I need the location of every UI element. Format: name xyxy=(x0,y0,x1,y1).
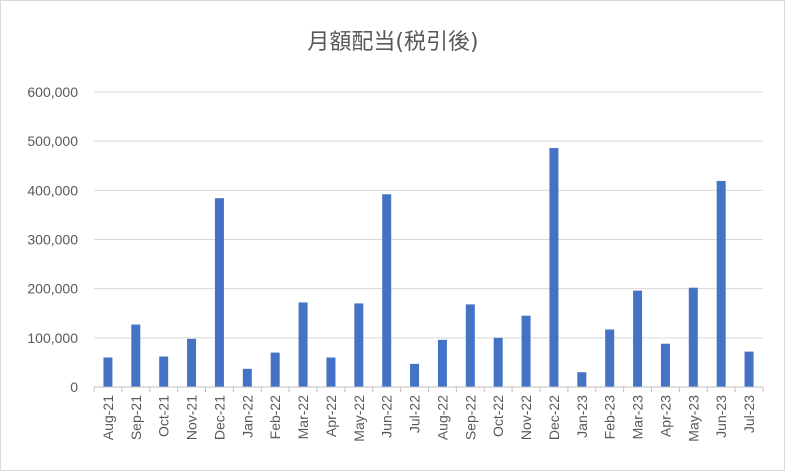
bar-oct-22 xyxy=(493,337,503,387)
bar-apr-22 xyxy=(326,357,336,387)
y-tick-label: 600,000 xyxy=(27,84,78,100)
x-tick-label: Feb-22 xyxy=(267,395,283,440)
x-tick-label: Oct-21 xyxy=(156,395,172,437)
bar-may-22 xyxy=(354,303,364,387)
y-axis-tick-labels: 0 100,000 200,000 300,000 400,000 500,000 600,… xyxy=(27,84,78,395)
bar-jul-22 xyxy=(410,363,420,387)
x-tick-label: Nov-22 xyxy=(518,395,534,440)
x-tick-label: Sep-21 xyxy=(128,395,144,440)
bar-jun-23 xyxy=(716,180,726,387)
x-tick-label: Dec-22 xyxy=(546,395,562,440)
x-axis xyxy=(93,386,764,392)
y-tick-label: 300,000 xyxy=(27,232,78,248)
bar-jan-22 xyxy=(242,368,252,387)
bar-sep-22 xyxy=(465,304,475,387)
bar-may-23 xyxy=(688,287,698,387)
x-tick-label: Jun-22 xyxy=(379,395,395,438)
x-tick-label: May-22 xyxy=(351,395,367,442)
x-tick-label: Sep-22 xyxy=(462,395,478,440)
x-tick-label: Aug-22 xyxy=(434,395,450,440)
bar-dec-21 xyxy=(214,198,224,387)
x-tick-label: Feb-23 xyxy=(602,395,618,440)
bar-oct-21 xyxy=(159,356,169,387)
bar-sep-21 xyxy=(131,324,141,387)
x-tick-label: May-23 xyxy=(685,395,701,442)
y-tick-label: 100,000 xyxy=(27,330,78,346)
y-tick-label: 200,000 xyxy=(27,281,78,297)
bar-feb-23 xyxy=(605,329,615,387)
x-tick-label: Nov-21 xyxy=(184,395,200,440)
bar-mar-22 xyxy=(298,302,308,387)
bar-jan-23 xyxy=(577,372,587,387)
grid-lines xyxy=(94,91,763,339)
bar-aug-21 xyxy=(103,357,113,387)
x-tick-label: Oct-22 xyxy=(490,395,506,437)
bar-nov-21 xyxy=(187,338,197,387)
y-tick-label: 400,000 xyxy=(27,182,78,198)
x-tick-label: Mar-23 xyxy=(630,395,646,440)
x-tick-label: Apr-22 xyxy=(323,395,339,437)
x-tick-label: Mar-22 xyxy=(295,395,311,440)
bars xyxy=(103,148,754,387)
bar-jun-22 xyxy=(382,194,392,387)
bar-mar-23 xyxy=(633,290,643,387)
x-axis-tick-labels: Aug-21 Sep-21 Oct-21 Nov-21 Dec-21 Jan-22 Feb-… xyxy=(100,395,757,442)
x-tick-label: Apr-23 xyxy=(657,395,673,437)
x-tick-label: Aug-21 xyxy=(100,395,116,440)
x-tick-label: Jul-22 xyxy=(407,395,423,433)
bar-apr-23 xyxy=(660,343,670,387)
bar-jul-23 xyxy=(744,351,754,387)
x-tick-label: Dec-21 xyxy=(211,395,227,440)
x-tick-label: Jan-23 xyxy=(574,395,590,438)
x-tick-label: Jul-23 xyxy=(741,395,757,433)
x-tick-label: Jun-23 xyxy=(713,395,729,438)
bar-aug-22 xyxy=(437,339,447,387)
bar-dec-22 xyxy=(549,148,559,387)
chart-title: 月額配当(税引後) xyxy=(307,30,478,55)
y-tick-label: 500,000 xyxy=(27,133,78,149)
bar-nov-22 xyxy=(521,315,531,387)
x-tick-label: Jan-22 xyxy=(239,395,255,438)
bar-feb-22 xyxy=(270,352,280,387)
y-tick-label: 0 xyxy=(70,379,78,395)
